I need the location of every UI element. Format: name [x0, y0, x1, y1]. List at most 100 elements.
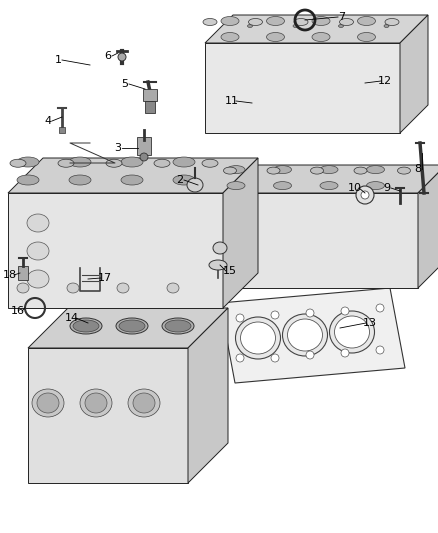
- Text: 9: 9: [383, 183, 391, 193]
- Polygon shape: [8, 158, 258, 193]
- Ellipse shape: [27, 214, 49, 232]
- Text: 7: 7: [339, 12, 346, 22]
- Ellipse shape: [227, 166, 245, 174]
- Circle shape: [376, 346, 384, 354]
- Ellipse shape: [32, 389, 64, 417]
- Text: 2: 2: [177, 175, 184, 185]
- Ellipse shape: [10, 159, 26, 167]
- Ellipse shape: [273, 166, 292, 174]
- Polygon shape: [8, 193, 223, 308]
- Text: 1: 1: [54, 55, 61, 65]
- Bar: [18, 266, 28, 280]
- Circle shape: [306, 351, 314, 359]
- Polygon shape: [28, 308, 228, 348]
- Ellipse shape: [37, 393, 59, 413]
- Polygon shape: [418, 165, 438, 288]
- Ellipse shape: [311, 167, 324, 174]
- Ellipse shape: [339, 19, 353, 26]
- Ellipse shape: [385, 19, 399, 26]
- Bar: [143, 89, 157, 101]
- Ellipse shape: [294, 19, 308, 26]
- Text: 4: 4: [44, 116, 52, 126]
- Ellipse shape: [203, 19, 217, 26]
- Ellipse shape: [293, 25, 298, 28]
- Text: 12: 12: [378, 76, 392, 86]
- Ellipse shape: [69, 175, 91, 185]
- Ellipse shape: [266, 33, 285, 42]
- Ellipse shape: [73, 320, 99, 332]
- Polygon shape: [218, 193, 418, 288]
- Text: 16: 16: [11, 306, 25, 316]
- Text: 13: 13: [363, 318, 377, 328]
- Polygon shape: [220, 288, 405, 383]
- Text: 3: 3: [114, 143, 121, 153]
- Ellipse shape: [116, 318, 148, 334]
- Ellipse shape: [266, 17, 285, 26]
- Bar: [137, 137, 151, 155]
- Ellipse shape: [165, 320, 191, 332]
- Ellipse shape: [339, 25, 343, 28]
- Ellipse shape: [17, 157, 39, 167]
- Ellipse shape: [209, 260, 227, 270]
- Text: 11: 11: [225, 96, 239, 106]
- Ellipse shape: [357, 17, 375, 26]
- Ellipse shape: [121, 175, 143, 185]
- Bar: [145, 101, 155, 113]
- Ellipse shape: [17, 175, 39, 185]
- Ellipse shape: [173, 175, 195, 185]
- Text: 14: 14: [65, 313, 79, 323]
- Ellipse shape: [267, 167, 280, 174]
- Circle shape: [341, 349, 349, 357]
- Ellipse shape: [133, 393, 155, 413]
- Circle shape: [356, 186, 374, 204]
- Ellipse shape: [27, 242, 49, 260]
- Ellipse shape: [384, 25, 389, 28]
- Ellipse shape: [80, 389, 112, 417]
- Ellipse shape: [154, 159, 170, 167]
- Circle shape: [306, 309, 314, 317]
- Ellipse shape: [335, 316, 370, 348]
- Ellipse shape: [247, 25, 252, 28]
- Polygon shape: [218, 165, 438, 193]
- Polygon shape: [223, 158, 258, 308]
- Ellipse shape: [248, 19, 262, 26]
- Ellipse shape: [367, 166, 385, 174]
- Polygon shape: [28, 348, 188, 483]
- Polygon shape: [400, 15, 428, 133]
- Ellipse shape: [236, 317, 280, 359]
- Ellipse shape: [312, 17, 330, 26]
- Circle shape: [236, 354, 244, 362]
- Ellipse shape: [67, 283, 79, 293]
- Text: 17: 17: [98, 273, 112, 283]
- Ellipse shape: [202, 159, 218, 167]
- Text: 10: 10: [348, 183, 362, 193]
- Ellipse shape: [58, 159, 74, 167]
- Circle shape: [361, 191, 369, 199]
- Ellipse shape: [121, 157, 143, 167]
- Ellipse shape: [69, 157, 91, 167]
- Ellipse shape: [398, 167, 410, 174]
- Ellipse shape: [85, 393, 107, 413]
- Ellipse shape: [119, 320, 145, 332]
- Circle shape: [236, 314, 244, 322]
- Ellipse shape: [367, 182, 385, 190]
- Text: 8: 8: [414, 164, 421, 174]
- Ellipse shape: [213, 242, 227, 254]
- Ellipse shape: [140, 153, 148, 161]
- Ellipse shape: [223, 167, 237, 174]
- Circle shape: [376, 304, 384, 312]
- Ellipse shape: [283, 314, 328, 356]
- Ellipse shape: [187, 178, 203, 192]
- Polygon shape: [188, 308, 228, 483]
- Ellipse shape: [354, 167, 367, 174]
- Circle shape: [271, 354, 279, 362]
- Ellipse shape: [287, 319, 322, 351]
- Ellipse shape: [162, 318, 194, 334]
- Ellipse shape: [221, 17, 239, 26]
- Ellipse shape: [106, 159, 122, 167]
- Ellipse shape: [329, 311, 374, 353]
- Ellipse shape: [320, 166, 338, 174]
- Ellipse shape: [221, 33, 239, 42]
- Ellipse shape: [240, 322, 276, 354]
- Ellipse shape: [167, 283, 179, 293]
